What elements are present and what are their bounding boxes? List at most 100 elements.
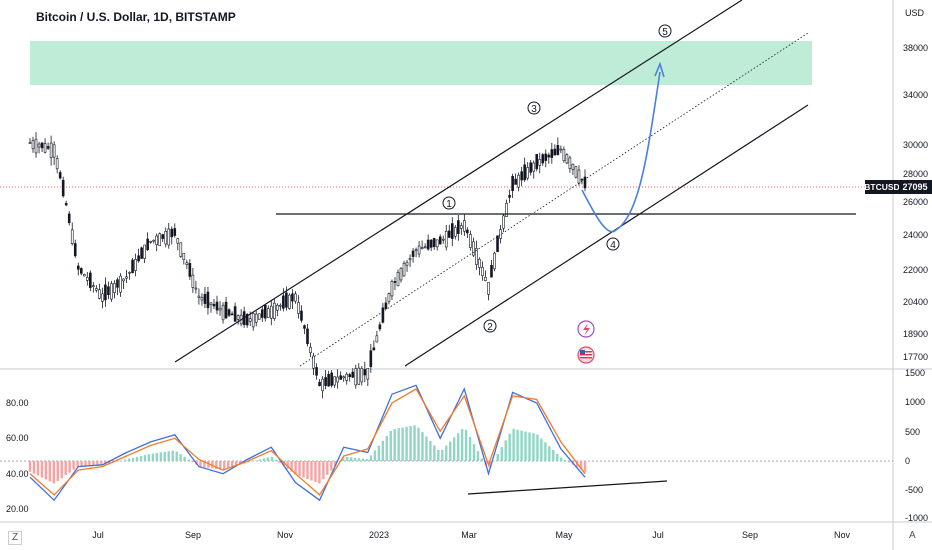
- projection-path: [581, 71, 661, 233]
- candle-body: [227, 309, 231, 316]
- time-tick: Sep: [742, 530, 758, 540]
- wave-label-4: 4: [606, 237, 620, 251]
- histogram-bar: [28, 461, 32, 472]
- candle-body: [432, 238, 436, 247]
- candle-body: [354, 368, 358, 386]
- histogram-bar: [143, 455, 147, 461]
- price-tick: 24000: [903, 230, 928, 240]
- histogram-bar: [512, 428, 515, 461]
- chart-title: Bitcoin / U.S. Dollar, 1D, BITSTAMP: [36, 10, 236, 24]
- histogram-bar: [167, 451, 170, 461]
- histogram-bar: [52, 461, 55, 484]
- histogram-bar: [203, 461, 206, 468]
- candle-body: [116, 279, 119, 288]
- histogram-bar: [116, 461, 119, 462]
- candle-body: [185, 262, 189, 265]
- histogram-bar: [334, 461, 337, 466]
- time-tick: Jul: [92, 530, 104, 540]
- histogram-bar: [441, 449, 444, 461]
- candle-body: [104, 284, 107, 301]
- histogram-bar: [516, 429, 519, 461]
- candle-body: [149, 240, 152, 243]
- candle-body: [194, 287, 198, 290]
- histogram-bar: [357, 458, 361, 461]
- price-tick: 20400: [903, 297, 928, 307]
- candle-body: [405, 262, 409, 266]
- candle-body: [577, 169, 581, 184]
- candle-body: [556, 145, 560, 155]
- histogram-bar: [199, 461, 202, 467]
- channel-lower-line: [404, 104, 809, 367]
- candle-body: [475, 248, 478, 265]
- candle-body: [499, 229, 502, 239]
- svg-text:3: 3: [531, 104, 537, 115]
- histogram-bar: [76, 461, 79, 467]
- histogram-bar: [500, 447, 503, 461]
- candle-body: [420, 247, 424, 249]
- candle-body: [502, 215, 505, 229]
- histogram-bar: [96, 461, 99, 466]
- osc-right-tick: 0: [905, 456, 910, 466]
- osc-right-tick: -500: [905, 485, 923, 495]
- candle-body: [538, 159, 542, 166]
- candle-body: [378, 324, 382, 330]
- candle-body: [128, 271, 131, 274]
- histogram-bar: [341, 457, 345, 461]
- histogram-bar: [32, 461, 36, 474]
- histogram-bar: [230, 461, 234, 468]
- candle-body: [248, 318, 252, 322]
- candle-body: [484, 276, 487, 281]
- candle-body: [565, 154, 569, 164]
- histogram-bar: [556, 453, 559, 461]
- candle-body: [348, 374, 352, 378]
- osc-right-tick: 1500: [905, 368, 925, 378]
- candle-body: [206, 291, 210, 309]
- time-tick: Sep: [185, 530, 201, 540]
- candle-body: [396, 272, 400, 287]
- candle-body: [472, 241, 475, 256]
- histogram-bar: [345, 456, 349, 461]
- histogram-bar: [266, 457, 270, 461]
- price-tick: 17700: [903, 352, 928, 362]
- histogram-bar: [60, 461, 63, 479]
- candle-body: [345, 373, 349, 381]
- histogram-bar: [421, 432, 424, 461]
- candle-body: [291, 293, 294, 302]
- candle-body: [191, 274, 195, 288]
- candle-body: [79, 268, 83, 274]
- candle-body: [257, 313, 261, 320]
- candle-body: [390, 281, 394, 297]
- candle-body: [203, 294, 207, 304]
- candle-body: [493, 252, 496, 270]
- candle-body: [221, 304, 225, 321]
- candle-body: [276, 304, 279, 311]
- timezone-button[interactable]: Z: [8, 531, 22, 545]
- us-flag-event-icon[interactable]: [577, 346, 595, 364]
- wave-label-5: 5: [658, 24, 672, 38]
- histogram-bar: [80, 461, 83, 467]
- candle-body: [125, 276, 128, 279]
- histogram-bar: [405, 426, 408, 461]
- auto-scale-button[interactable]: A: [909, 530, 916, 541]
- histogram-bar: [215, 461, 218, 469]
- candle-body: [571, 163, 575, 170]
- candle-body: [152, 239, 155, 242]
- candle-body: [574, 166, 578, 178]
- histogram-bar: [48, 461, 52, 482]
- flash-event-icon[interactable]: [577, 320, 595, 338]
- candle-body: [43, 143, 47, 153]
- candle-body: [553, 148, 557, 156]
- candle-body: [218, 307, 222, 311]
- candle-body: [559, 148, 563, 151]
- candle-body: [544, 153, 548, 161]
- histogram-bar: [306, 461, 309, 479]
- histogram-bar: [583, 461, 587, 472]
- candle-body: [98, 289, 101, 299]
- candle-body: [209, 302, 213, 306]
- histogram-bar: [353, 457, 357, 461]
- histogram-bar: [563, 459, 567, 461]
- candle-body: [182, 252, 186, 260]
- histogram-bar: [552, 450, 555, 461]
- histogram-bar: [536, 434, 539, 461]
